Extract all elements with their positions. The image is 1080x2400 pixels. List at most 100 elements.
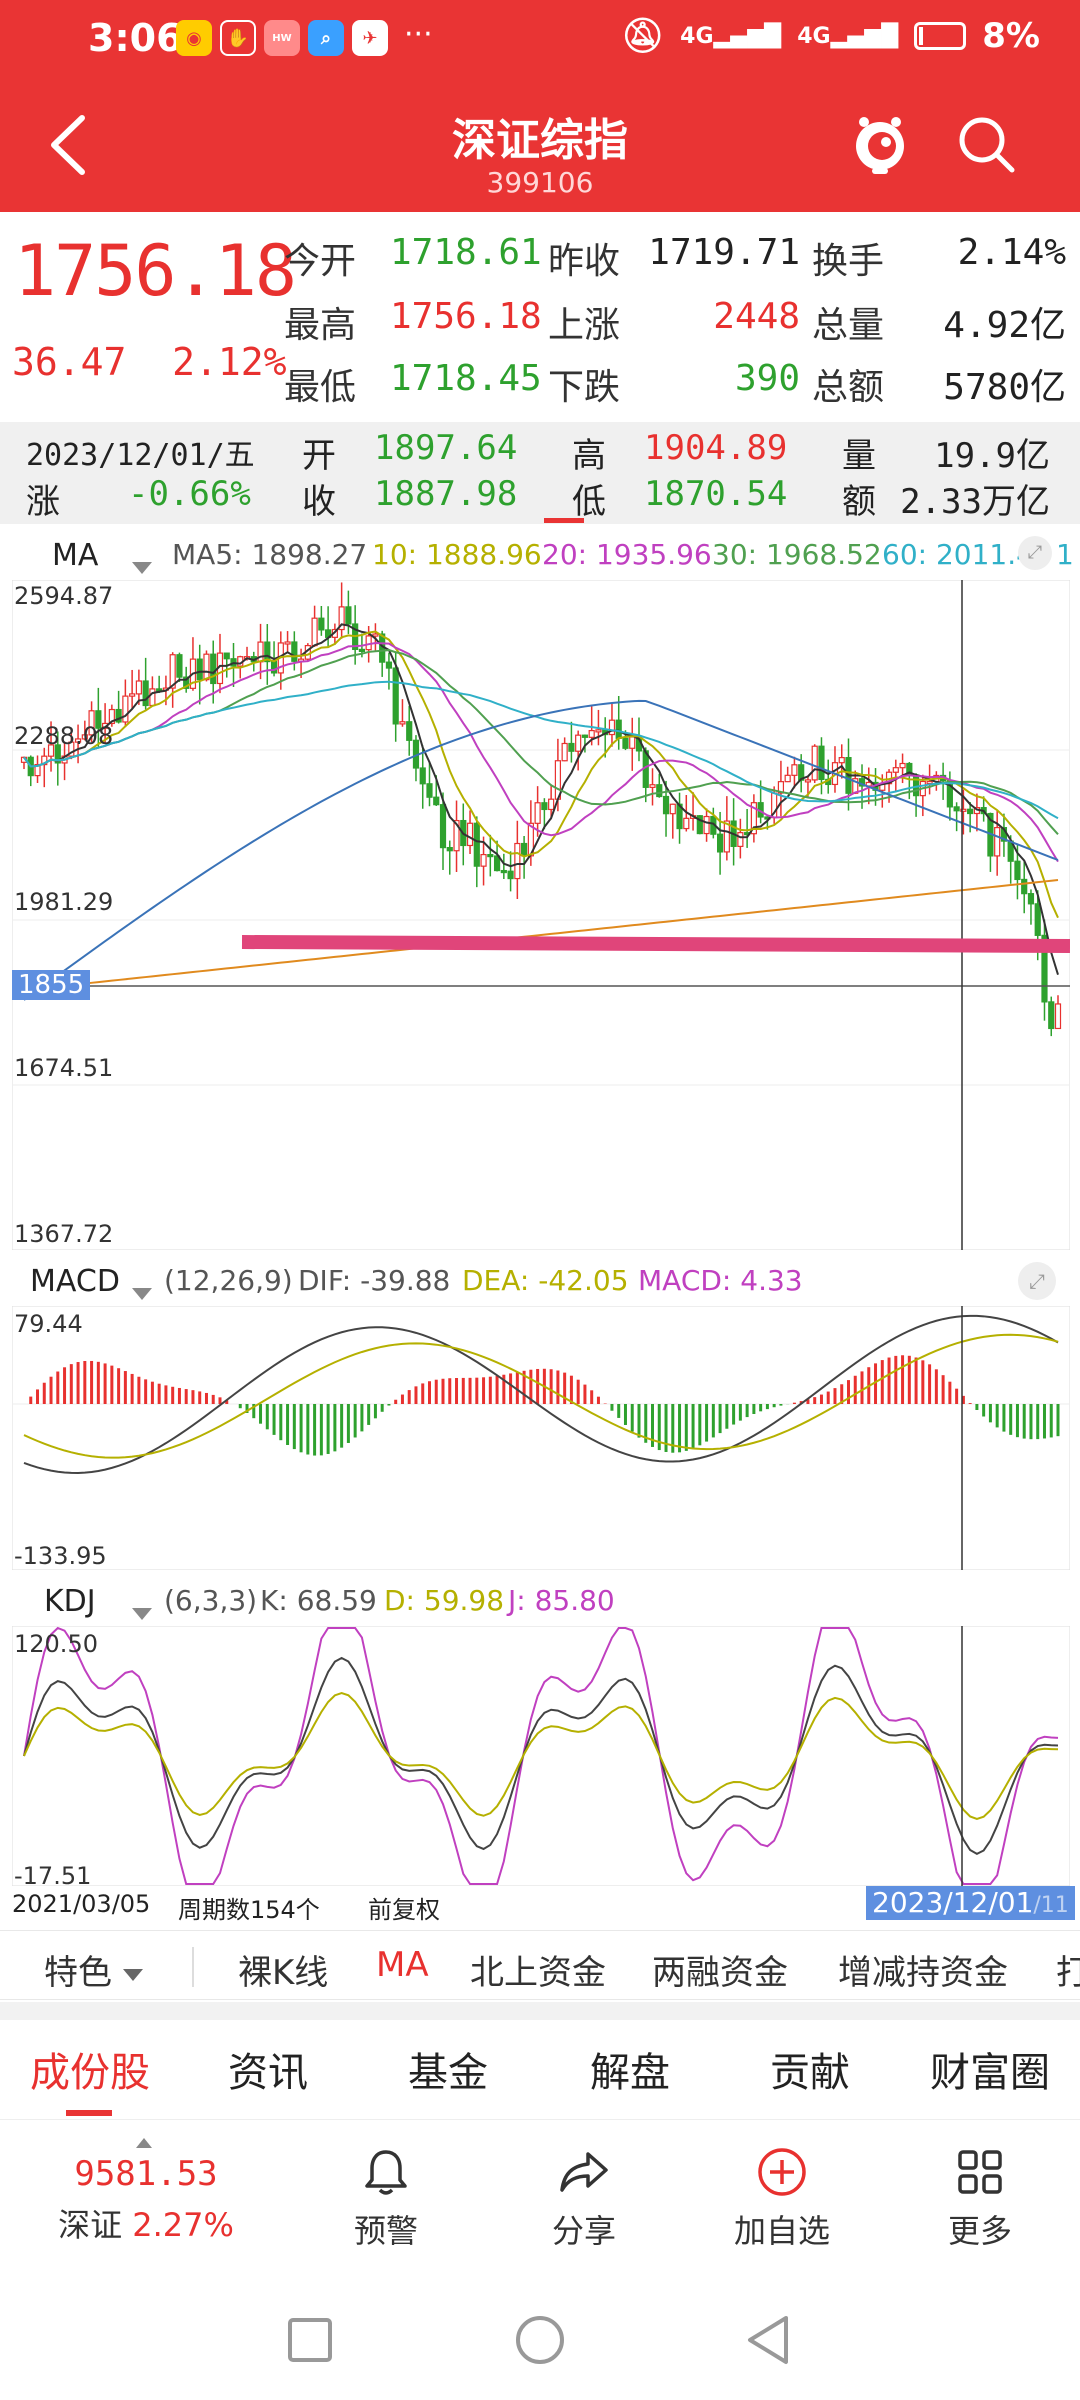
candle-body: [399, 721, 406, 725]
tab-wealth-circle[interactable]: 财富圈: [930, 2050, 1050, 2096]
candle-body: [122, 695, 129, 723]
ma-expand-icon[interactable]: ⤢: [1018, 536, 1052, 570]
day-open-label: 开: [302, 436, 336, 476]
candle-body: [345, 606, 352, 625]
back-icon[interactable]: [40, 110, 100, 180]
candle-body: [358, 648, 366, 653]
chevron-down-icon: [132, 1608, 152, 1620]
turnover-value: 2.14%: [957, 232, 1066, 273]
candle-body: [446, 847, 453, 852]
candle-body: [210, 653, 217, 685]
add-circle-icon: [758, 2148, 806, 2196]
candle-body: [115, 708, 122, 723]
tab-margin[interactable]: 两融资金: [652, 1953, 788, 1993]
recent-apps-icon[interactable]: [286, 2316, 334, 2364]
tab-analysis[interactable]: 解盘: [590, 2050, 670, 2096]
candle-body: [1014, 860, 1021, 881]
more-button[interactable]: 更多: [900, 2144, 1060, 2252]
macd-chart[interactable]: [12, 1306, 1070, 1570]
related-index-value[interactable]: 9581.53: [74, 2154, 218, 2194]
candle-body: [575, 734, 582, 752]
candle-body: [169, 654, 176, 689]
notification-icons: ◉ ✋ HW ⌕ ✈ ···: [176, 20, 433, 56]
candle-body: [257, 641, 264, 663]
candle-body: [669, 803, 676, 815]
candle-body: [406, 721, 413, 741]
share-button[interactable]: 分享: [504, 2144, 664, 2252]
candle-body: [1021, 878, 1028, 895]
candle-body: [1054, 1003, 1062, 1030]
tab-northbound[interactable]: 北上资金: [470, 1953, 606, 1993]
expand-icon[interactable]: ⤢: [1018, 1262, 1056, 1300]
price-axis-min: 1367.72: [14, 1220, 114, 1248]
candle-body: [176, 654, 183, 678]
adjust-mode[interactable]: 前复权: [368, 1896, 440, 1924]
candle-body: [453, 819, 460, 852]
candle-body: [784, 774, 791, 783]
related-index-name[interactable]: 深证 2.27%: [58, 2206, 234, 2244]
day-high-label: 高: [572, 436, 606, 476]
back-nav-icon[interactable]: [744, 2314, 792, 2366]
kline-chart[interactable]: [12, 580, 1070, 1250]
candle-body: [392, 667, 399, 725]
candle-body: [487, 853, 494, 858]
macd-settings-dropdown[interactable]: [132, 1276, 152, 1309]
chevron-down-icon: [122, 1968, 143, 1981]
open-label: 今开: [284, 241, 357, 282]
candle-body: [41, 755, 48, 766]
candle-body: [500, 869, 507, 874]
candle-body: [581, 734, 589, 738]
macd-dea: DEA: -42.05: [462, 1264, 629, 1297]
day-date: 2023/12/01/五: [26, 438, 255, 473]
candle-body: [804, 779, 812, 783]
candle-body: [926, 780, 933, 785]
day-amt-label: 额: [842, 482, 876, 522]
candle-body: [385, 661, 393, 669]
macd-dea-line: [23, 1333, 1059, 1459]
ma-settings-dropdown[interactable]: [132, 550, 152, 580]
candle-body: [629, 736, 636, 749]
tab-bare-kline[interactable]: 裸K线: [238, 1953, 329, 1993]
search-icon[interactable]: [954, 112, 1018, 176]
tab-contribution[interactable]: 贡献: [770, 2050, 850, 2096]
tab-funds[interactable]: 基金: [408, 2050, 488, 2096]
kdj-k: K: 68.59: [260, 1584, 377, 1617]
tab-constituents[interactable]: 成份股: [30, 2050, 150, 2096]
assistant-icon[interactable]: [848, 112, 912, 176]
tab-holdings-change[interactable]: 增减持资金: [838, 1953, 1008, 1993]
candle-body: [183, 676, 190, 689]
ma-line: [23, 642, 1059, 863]
up-count-label: 上涨: [548, 305, 621, 346]
candle-body: [561, 742, 568, 762]
candle-body: [311, 617, 318, 647]
status-bar: 3:06 ◉ ✋ HW ⌕ ✈ ··· 🔕︎ 4G▂▄▆█ 4G▂▄▆█ 8%: [0, 0, 1080, 80]
macd-axis-max: 79.44: [14, 1310, 83, 1338]
tab-news[interactable]: 资讯: [228, 2050, 308, 2096]
candle-body: [95, 710, 102, 729]
alert-button[interactable]: 预警: [306, 2144, 466, 2252]
up-count-value: 2448: [713, 296, 800, 337]
home-icon[interactable]: [514, 2314, 566, 2366]
kdj-legend: KDJ (6,3,3) K: 68.59 D: 59.98 J: 85.80: [0, 1576, 1080, 1624]
kdj-axis-max: 120.50: [14, 1630, 98, 1658]
tab-special[interactable]: 特色: [44, 1945, 143, 1994]
kdj-chart[interactable]: [12, 1626, 1070, 1886]
candle-body: [568, 742, 575, 752]
page-title: 深证综指: [452, 115, 628, 166]
current-price: 1756.18: [14, 230, 297, 312]
kdj-settings-dropdown[interactable]: [132, 1596, 152, 1629]
ma-long-line: [23, 699, 1059, 1001]
expand-up-icon[interactable]: [136, 2138, 152, 2148]
candle-body: [1027, 893, 1035, 905]
tab-more[interactable]: 打: [1056, 1953, 1080, 1993]
candle-body: [818, 745, 825, 781]
add-watchlist-button[interactable]: 加自选: [702, 2144, 862, 2252]
app-icon: ✈: [352, 20, 388, 56]
day-amt-value: 2.33万亿: [900, 482, 1050, 522]
kdj-axis-min: -17.51: [14, 1862, 92, 1890]
cursor-date-label: 2023/12/01/11: [866, 1886, 1075, 1920]
macd-value: MACD: 4.33: [638, 1264, 803, 1297]
tab-ma[interactable]: MA: [376, 1945, 429, 1985]
day-vol-label: 量: [842, 436, 876, 476]
candle-body: [54, 744, 61, 764]
